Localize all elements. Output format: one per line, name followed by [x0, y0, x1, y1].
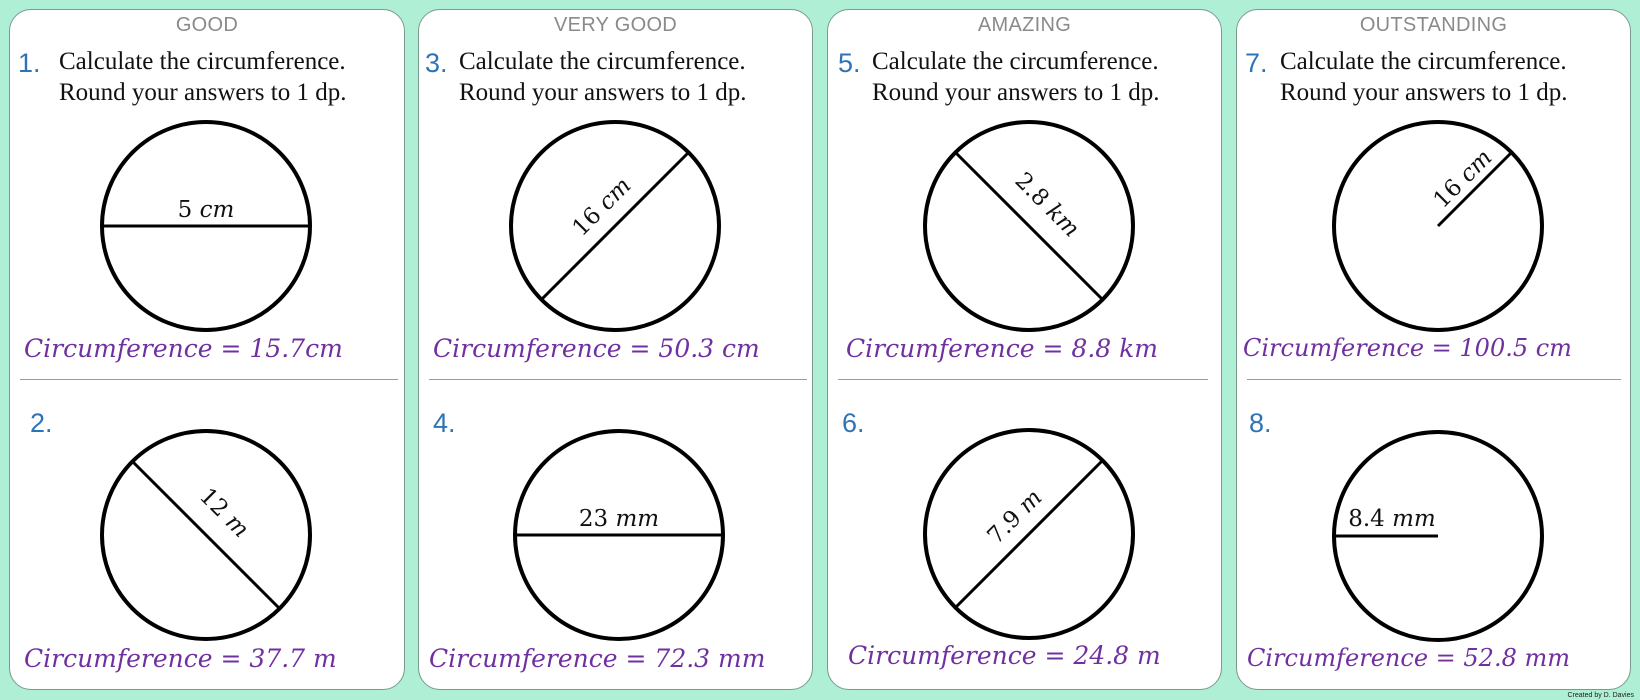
- level-title: AMAZING: [977, 14, 1072, 36]
- answer-text: Circumference = 52.8 mm: [1247, 644, 1570, 672]
- instruction-line-1: Calculate the circumference.: [59, 48, 346, 75]
- credit-text: Created by D. Davies: [1567, 692, 1634, 699]
- instruction-line-1: Calculate the circumference.: [1280, 48, 1567, 75]
- radius-line-1: [1436, 150, 1514, 228]
- level-title: OUTSTANDING: [1359, 14, 1508, 36]
- instruction-line-2: Round your answers to 1 dp.: [59, 79, 347, 106]
- card-figures: 5 cm 12 m: [100, 120, 312, 641]
- divider: [1247, 379, 1621, 380]
- divider: [838, 379, 1208, 380]
- measure-label-1: 16 cm: [1429, 145, 1498, 214]
- answer-text: Circumference = 8.8 km: [846, 334, 1158, 363]
- answer-text: Circumference = 24.8 m: [848, 641, 1161, 670]
- circle-2: [100, 429, 312, 641]
- divider: [429, 379, 807, 380]
- instruction-line-2: Round your answers to 1 dp.: [1280, 79, 1568, 106]
- measure-label-1: 2.8 km: [1010, 168, 1085, 243]
- circle-1: [1332, 120, 1544, 332]
- card-figures: 16 cm 23 mm: [509, 120, 725, 641]
- question-number: 3.: [425, 48, 448, 78]
- instructions: Calculate the circumference. Round your …: [459, 46, 746, 108]
- divider: [20, 379, 398, 380]
- instructions: Calculate the circumference. Round your …: [59, 46, 346, 108]
- question-number: 2.: [30, 408, 53, 438]
- measure-label-1: 16 cm: [568, 173, 637, 242]
- instructions: Calculate the circumference. Round your …: [1280, 46, 1567, 108]
- answer-text: Circumference = 15.7cm: [24, 334, 343, 363]
- question-number: 6.: [842, 408, 865, 438]
- answer-text: Circumference = 50.3 cm: [433, 334, 760, 363]
- answer-text: Circumference = 100.5 cm: [1243, 334, 1572, 362]
- answer-text: Circumference = 37.7 m: [24, 644, 337, 673]
- card-figures: 16 cm 8.4 mm: [1332, 120, 1544, 642]
- instruction-line-2: Round your answers to 1 dp.: [872, 79, 1160, 106]
- diameter-line-1: [539, 150, 691, 302]
- card-good: GOOD 1. Calculate the circumference. Rou…: [9, 9, 405, 690]
- card-amazing: AMAZING 5. Calculate the circumference. …: [827, 9, 1222, 690]
- question-number: 8.: [1249, 408, 1272, 438]
- measure-label-2: 8.4 mm: [1348, 506, 1436, 532]
- question-number: 7.: [1245, 48, 1268, 78]
- instructions: Calculate the circumference. Round your …: [872, 46, 1159, 108]
- diameter-line-1: [953, 150, 1105, 302]
- circle-1: [509, 120, 721, 332]
- question-number: 5.: [838, 48, 861, 78]
- card-outstanding: OUTSTANDING 7. Calculate the circumferen…: [1236, 9, 1631, 690]
- circle-2: [923, 428, 1135, 640]
- diameter-line-2: [130, 459, 282, 611]
- circle-1: [923, 120, 1135, 332]
- instruction-line-2: Round your answers to 1 dp.: [459, 79, 747, 106]
- card-very-good: VERY GOOD 3. Calculate the circumference…: [418, 9, 813, 690]
- card-figures: 2.8 km 7.9 m: [923, 120, 1135, 640]
- instruction-line-1: Calculate the circumference.: [459, 48, 746, 75]
- instruction-line-1: Calculate the circumference.: [872, 48, 1159, 75]
- measure-label-2: 7.9 m: [983, 485, 1048, 550]
- answer-text: Circumference = 72.3 mm: [429, 644, 766, 673]
- question-number: 4.: [433, 408, 456, 438]
- level-title: VERY GOOD: [553, 14, 678, 36]
- measure-label-2: 23 mm: [579, 506, 659, 532]
- diameter-line-2: [953, 458, 1105, 610]
- level-title: GOOD: [175, 14, 239, 36]
- measure-label-1: 5 cm: [178, 197, 235, 223]
- question-number: 1.: [18, 48, 41, 78]
